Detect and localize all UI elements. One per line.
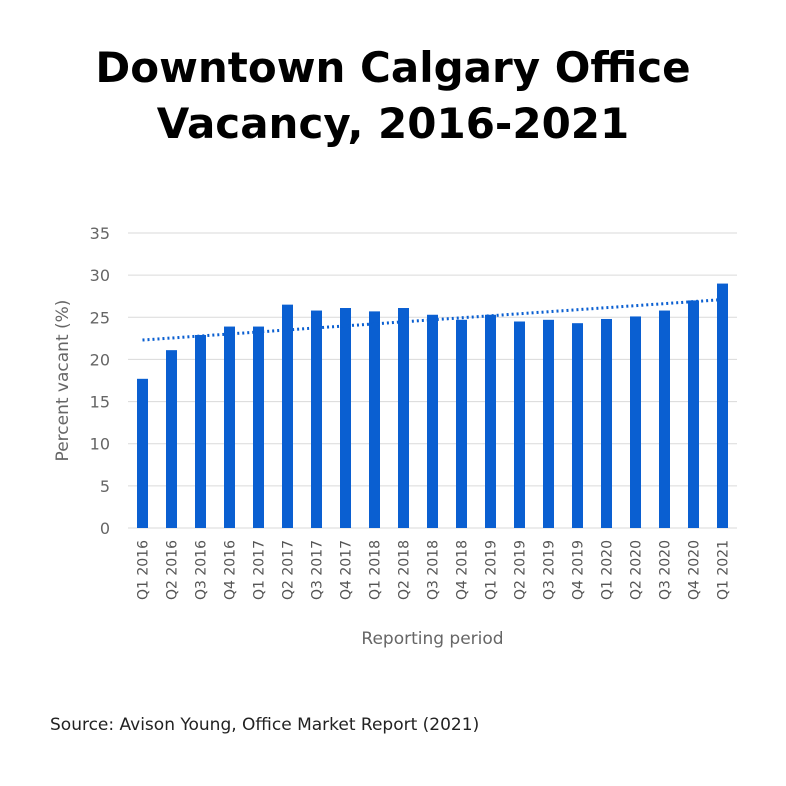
y-tick-label: 20 bbox=[90, 350, 110, 369]
y-tick-label: 10 bbox=[90, 435, 110, 454]
bar bbox=[137, 378, 148, 528]
bar bbox=[427, 314, 438, 528]
x-tick-label: Q3 2019 bbox=[542, 540, 558, 600]
y-tick-label: 0 bbox=[100, 519, 110, 538]
chart-title: Downtown Calgary Office Vacancy, 2016-20… bbox=[0, 40, 786, 152]
bar bbox=[688, 300, 699, 528]
bar bbox=[253, 326, 264, 528]
y-tick-label: 25 bbox=[90, 308, 110, 327]
x-axis-title: Reporting period bbox=[361, 629, 503, 649]
y-tick-label: 15 bbox=[90, 393, 110, 412]
x-tick-label: Q3 2020 bbox=[658, 540, 674, 600]
bar bbox=[485, 314, 496, 528]
bars bbox=[137, 283, 728, 528]
x-tick-label: Q1 2019 bbox=[484, 540, 500, 600]
bar bbox=[340, 308, 351, 528]
bar-chart: 0 5 10 15 20 25 30 35 Q1 2016 Q2 2016 Q3 2016 Q4 2… bbox=[53, 224, 737, 649]
bar bbox=[311, 310, 322, 528]
x-tick-label: Q2 2018 bbox=[397, 540, 413, 600]
x-tick-label: Q4 2017 bbox=[339, 540, 355, 600]
x-tick-label: Q3 2016 bbox=[194, 540, 210, 600]
x-tick-label: Q1 2020 bbox=[600, 540, 616, 600]
y-axis-title: Percent vacant (%) bbox=[53, 300, 73, 462]
x-tick-label: Q1 2018 bbox=[368, 540, 384, 600]
bar bbox=[282, 304, 293, 528]
x-tick-label: Q1 2017 bbox=[252, 540, 268, 600]
trendline-group bbox=[142, 298, 723, 342]
x-tick-label: Q3 2017 bbox=[310, 540, 326, 600]
y-axis-ticks: 0 5 10 15 20 25 30 35 bbox=[90, 224, 110, 538]
bar bbox=[514, 321, 525, 528]
x-tick-label: Q4 2019 bbox=[571, 540, 587, 600]
x-tick-label: Q1 2021 bbox=[716, 540, 732, 600]
bar bbox=[572, 323, 583, 528]
x-tick-label: Q4 2018 bbox=[455, 540, 471, 600]
bar bbox=[369, 311, 380, 528]
bar bbox=[166, 350, 177, 528]
x-tick-label: Q2 2019 bbox=[513, 540, 529, 600]
x-tick-label: Q4 2016 bbox=[223, 540, 239, 600]
x-tick-label: Q2 2016 bbox=[165, 540, 181, 600]
source-note: Source: Avison Young, Office Market Repo… bbox=[50, 715, 480, 735]
y-tick-label: 30 bbox=[90, 266, 110, 285]
bar bbox=[398, 308, 409, 528]
x-tick-label: Q2 2017 bbox=[281, 540, 297, 600]
bar bbox=[717, 283, 728, 528]
bar bbox=[601, 318, 612, 528]
y-tick-label: 5 bbox=[100, 477, 110, 496]
bar bbox=[659, 310, 670, 528]
x-tick-label: Q2 2020 bbox=[629, 540, 645, 600]
x-tick-label: Q1 2016 bbox=[136, 540, 152, 600]
chart-title-line-2: Vacancy, 2016-2021 bbox=[156, 99, 630, 148]
bar bbox=[224, 326, 235, 528]
x-tick-label: Q4 2020 bbox=[687, 540, 703, 600]
chart-title-line-1: Downtown Calgary Office bbox=[95, 43, 691, 92]
bar bbox=[543, 319, 554, 528]
x-axis-ticks: Q1 2016 Q2 2016 Q3 2016 Q4 2016 Q1 2017 Q2 20… bbox=[136, 540, 732, 600]
bar bbox=[456, 319, 467, 528]
x-tick-label: Q3 2018 bbox=[426, 540, 442, 600]
y-tick-label: 35 bbox=[90, 224, 110, 243]
bar bbox=[195, 334, 206, 528]
trendline bbox=[142, 298, 723, 342]
bar bbox=[630, 316, 641, 528]
